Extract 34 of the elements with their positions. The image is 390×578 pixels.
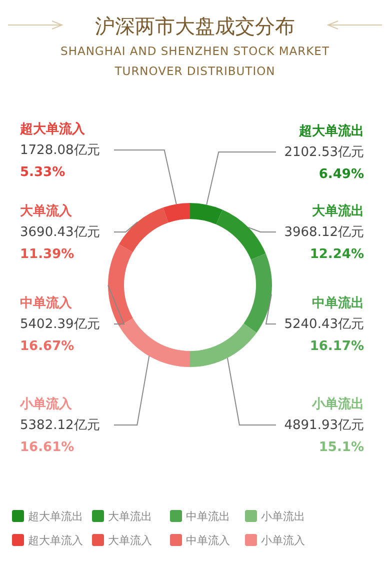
donut-slice xyxy=(190,203,223,224)
legend-label: 大单流入 xyxy=(108,534,152,547)
data-label: 2102.53亿元 6.49% xyxy=(284,145,364,182)
legend-label: 超大单流入 xyxy=(28,534,83,547)
data-label: 3690.43亿元 11.39% xyxy=(20,225,100,262)
data-label: 1728.08亿元 5.33% xyxy=(20,143,100,180)
legend-label: 中单流出 xyxy=(186,510,230,523)
chart-subtitle: SHANGHAI AND SHENZHEN STOCK MARKET TURNOVER DISTRIBUTION xyxy=(60,44,330,78)
slice-label: 小单流出 xyxy=(311,396,364,412)
slice-label: 中单流出 xyxy=(312,295,364,311)
legend-label: 中单流入 xyxy=(186,534,230,547)
donut-slice xyxy=(216,210,266,260)
legend-label: 大单流出 xyxy=(108,510,152,523)
data-label: 4891.93亿元 15.1% xyxy=(284,418,364,455)
data-label: 3968.12亿元 12.24% xyxy=(284,225,364,262)
slice-label: 超大单流出 xyxy=(298,123,364,139)
legend-label: 小单流出 xyxy=(261,510,305,523)
data-label: 5382.12亿元 16.61% xyxy=(20,418,100,455)
donut-slice xyxy=(108,244,133,326)
data-label: 5402.39亿元 16.67% xyxy=(20,317,100,354)
legend-label: 超大单流出 xyxy=(28,510,83,523)
slice-label: 小单流入 xyxy=(19,396,73,412)
chart-title: 沪深两市大盘成交分布 xyxy=(95,14,295,38)
donut-slice xyxy=(118,208,168,252)
slice-label: 大单流出 xyxy=(312,203,364,219)
donut-slice xyxy=(119,318,190,367)
donut-slice xyxy=(244,254,272,333)
slice-label: 中单流入 xyxy=(20,295,73,311)
data-label: 5240.43亿元 16.17% xyxy=(284,317,364,354)
legend-label: 小单流入 xyxy=(261,534,305,547)
slice-label: 超大单流入 xyxy=(19,121,86,137)
donut-slice xyxy=(163,203,190,223)
donut-slice xyxy=(190,323,257,367)
slice-label: 大单流入 xyxy=(20,203,73,219)
